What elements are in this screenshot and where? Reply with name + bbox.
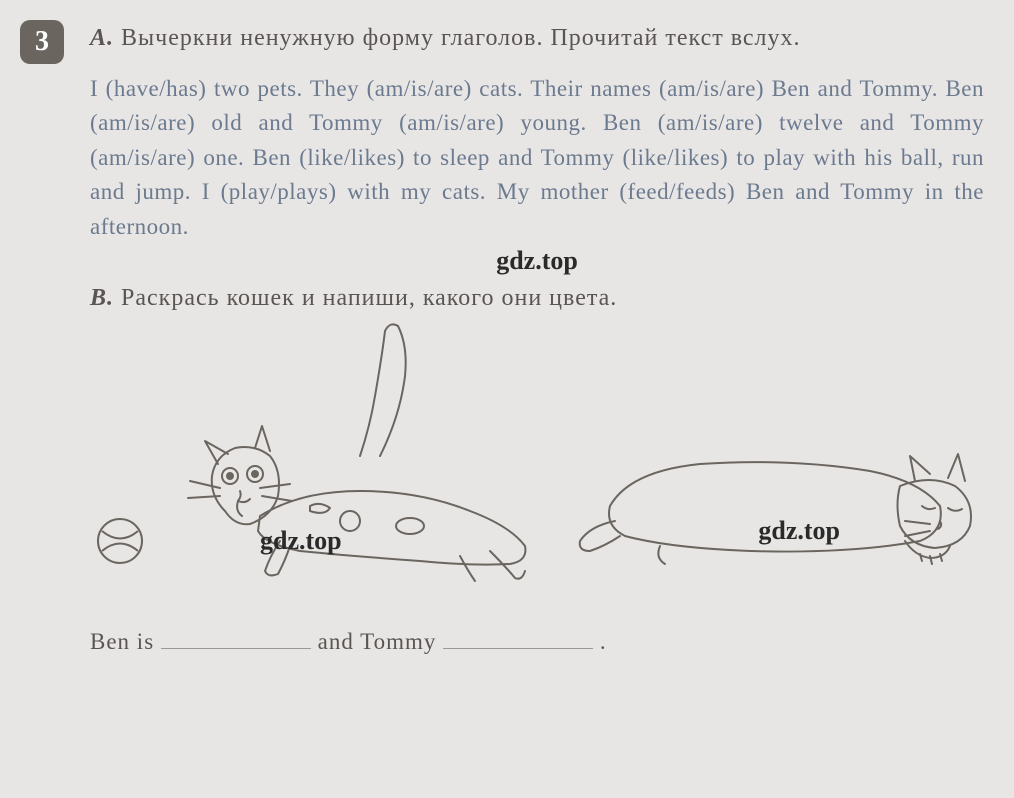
part-a-label: A. — [90, 25, 114, 51]
cat-ben-drawing — [570, 386, 990, 586]
instruction-b: B. Раскрась кошек и напиши, какого они ц… — [90, 282, 984, 316]
watermark-left: gdz.top — [260, 526, 342, 556]
watermark-right: gdz.top — [758, 516, 840, 546]
exercise-number-badge: 3 — [20, 20, 64, 64]
fill-suffix: . — [600, 629, 607, 654]
cat-tommy-drawing — [150, 316, 550, 596]
part-a-instruction: Вычеркни ненужную форму глаголов. Прочит… — [121, 25, 801, 51]
cats-illustration: gdz.top gdz.top — [90, 326, 990, 626]
exercise-text: I (have/has) two pets. They (am/is/are) … — [90, 72, 984, 245]
fill-prefix: Ben is — [90, 629, 154, 654]
part-b-label: B. — [90, 285, 114, 311]
blank-2[interactable] — [443, 626, 593, 649]
exercise-content: A. Вычеркни ненужную форму глаголов. Про… — [90, 22, 984, 626]
instruction-a: A. Вычеркни ненужную форму глаголов. Про… — [90, 22, 984, 56]
exercise-number-text: 3 — [35, 26, 49, 58]
fill-middle: and Tommy — [318, 629, 437, 654]
blank-1[interactable] — [161, 626, 311, 649]
watermark-center: gdz.top — [90, 246, 984, 276]
fill-in-sentence: Ben is and Tommy . — [90, 626, 984, 655]
part-b-instruction: Раскрась кошек и напиши, какого они цвет… — [121, 285, 617, 311]
ball-icon — [90, 511, 150, 571]
